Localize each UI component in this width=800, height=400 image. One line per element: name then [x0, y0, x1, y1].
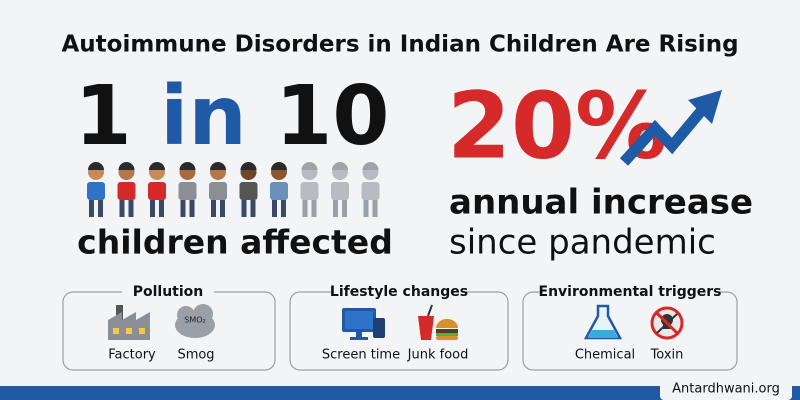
- footer-bar: [0, 386, 800, 400]
- child-part: [361, 182, 380, 200]
- child-part: [211, 200, 216, 217]
- factor-title: Environmental triggers: [539, 284, 722, 300]
- child-part: [270, 182, 288, 200]
- child-part: [331, 182, 349, 200]
- factor-title: Pollution: [133, 284, 204, 300]
- child-part: [272, 200, 277, 217]
- child-part: [118, 162, 135, 170]
- title: Autoimmune Disorders in Indian Children …: [61, 32, 738, 58]
- smog-icon: SMO₂: [175, 304, 215, 338]
- child-part: [372, 200, 378, 217]
- child-part: [89, 200, 94, 217]
- child-part: [150, 200, 155, 217]
- stat-two-caption: annual increase: [449, 183, 753, 223]
- child-part: [301, 162, 318, 170]
- factor-box: Lifestyle changes Screen time Junk food: [289, 282, 509, 371]
- stat-one-caption: children affected: [77, 223, 393, 262]
- child-part: [302, 200, 308, 217]
- factor-item: Chemical: [575, 348, 635, 363]
- factor-item: Factory: [108, 348, 156, 363]
- stat-part: 1: [75, 69, 132, 164]
- child-part: [239, 182, 258, 200]
- flask-icon: [583, 304, 623, 340]
- factor-item: Smog: [177, 348, 214, 363]
- child-part: [128, 200, 134, 217]
- child-part: [98, 200, 103, 217]
- child-part: [117, 182, 136, 200]
- factor-title: Lifestyle changes: [330, 284, 468, 300]
- child-part: [300, 182, 319, 200]
- screen-icon: [342, 308, 385, 340]
- footer-badge: [660, 378, 792, 400]
- child-part: [220, 200, 225, 217]
- child-part: [271, 162, 287, 170]
- child-part: [87, 182, 105, 200]
- rising-arrow: [619, 90, 722, 166]
- child-part: [342, 200, 347, 217]
- stat-one: 1 in 10: [75, 69, 390, 164]
- children-row: [87, 162, 380, 217]
- child-part: [210, 162, 226, 170]
- child-part: [362, 162, 379, 170]
- child-part: [311, 200, 317, 217]
- factor-item: Junk food: [407, 348, 469, 363]
- stat-two-caption: since pandemic: [449, 223, 716, 263]
- child-part: [209, 182, 227, 200]
- child-part: [159, 200, 164, 217]
- junkfood-icon: [418, 304, 458, 340]
- child-part: [189, 200, 195, 217]
- child-part: [149, 162, 165, 170]
- stat-two-figure: 20%: [447, 72, 667, 179]
- child-part: [363, 200, 369, 217]
- child-part: [333, 200, 338, 217]
- factory-icon: [108, 305, 150, 340]
- factor-box: Pollution SMO₂ Factory Smog: [62, 282, 276, 371]
- footer-site: Antardhwani.org: [672, 382, 780, 397]
- stat-part: 10: [275, 69, 389, 164]
- child-part: [250, 200, 256, 217]
- child-part: [240, 162, 257, 170]
- stat-part: in: [160, 69, 246, 164]
- child-part: [179, 162, 196, 170]
- child-part: [241, 200, 247, 217]
- child-part: [180, 200, 186, 217]
- child-part: [119, 200, 125, 217]
- child-part: [88, 162, 104, 170]
- factor-item: Screen time: [322, 348, 400, 363]
- child-part: [332, 162, 348, 170]
- factor-box: Environmental triggers Chemical Toxin: [522, 282, 738, 371]
- child-part: [148, 182, 166, 200]
- smog-label: SMO₂: [184, 316, 205, 325]
- child-part: [281, 200, 286, 217]
- toxin-icon: [650, 306, 684, 340]
- child-part: [178, 182, 197, 200]
- factor-item: Toxin: [650, 348, 684, 363]
